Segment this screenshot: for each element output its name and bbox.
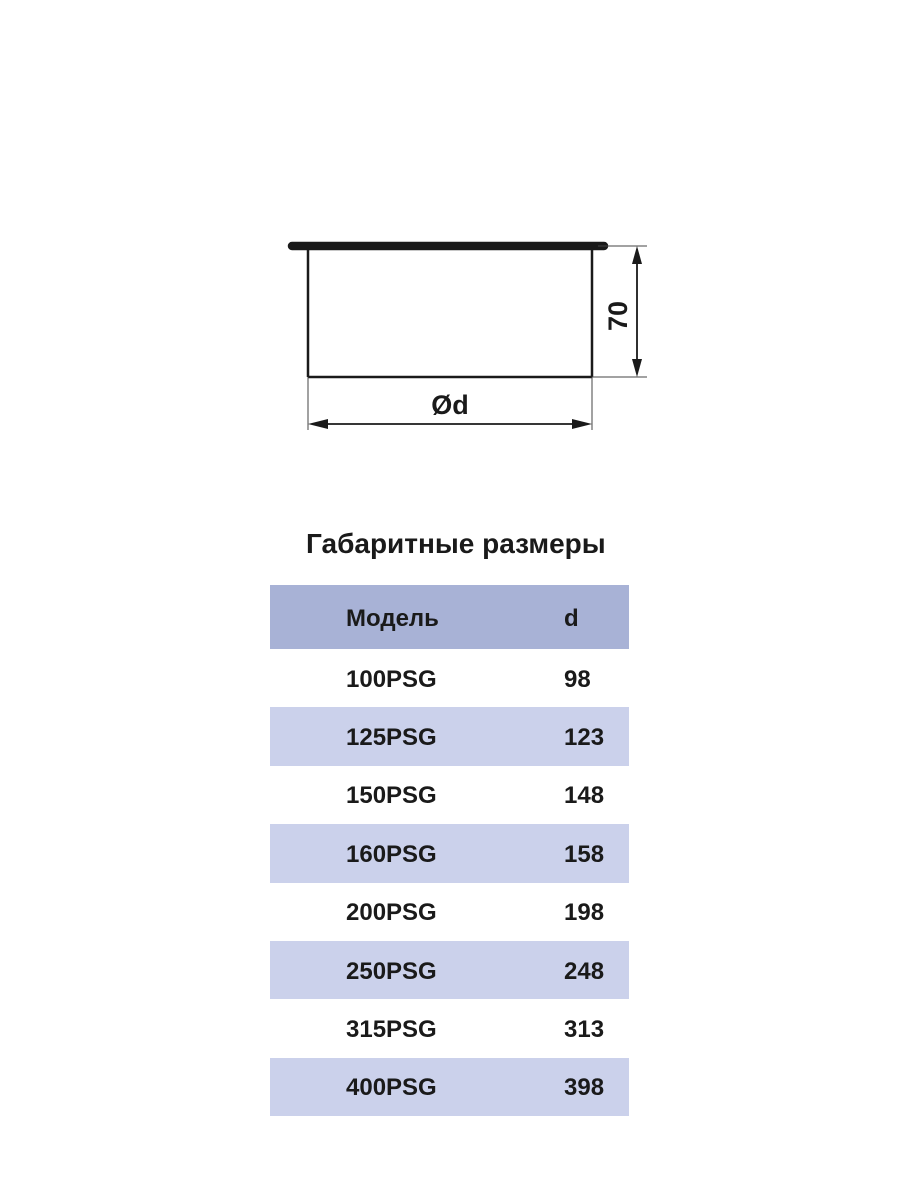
svg-text:Ød: Ød <box>431 390 469 420</box>
svg-text:70: 70 <box>603 301 633 331</box>
